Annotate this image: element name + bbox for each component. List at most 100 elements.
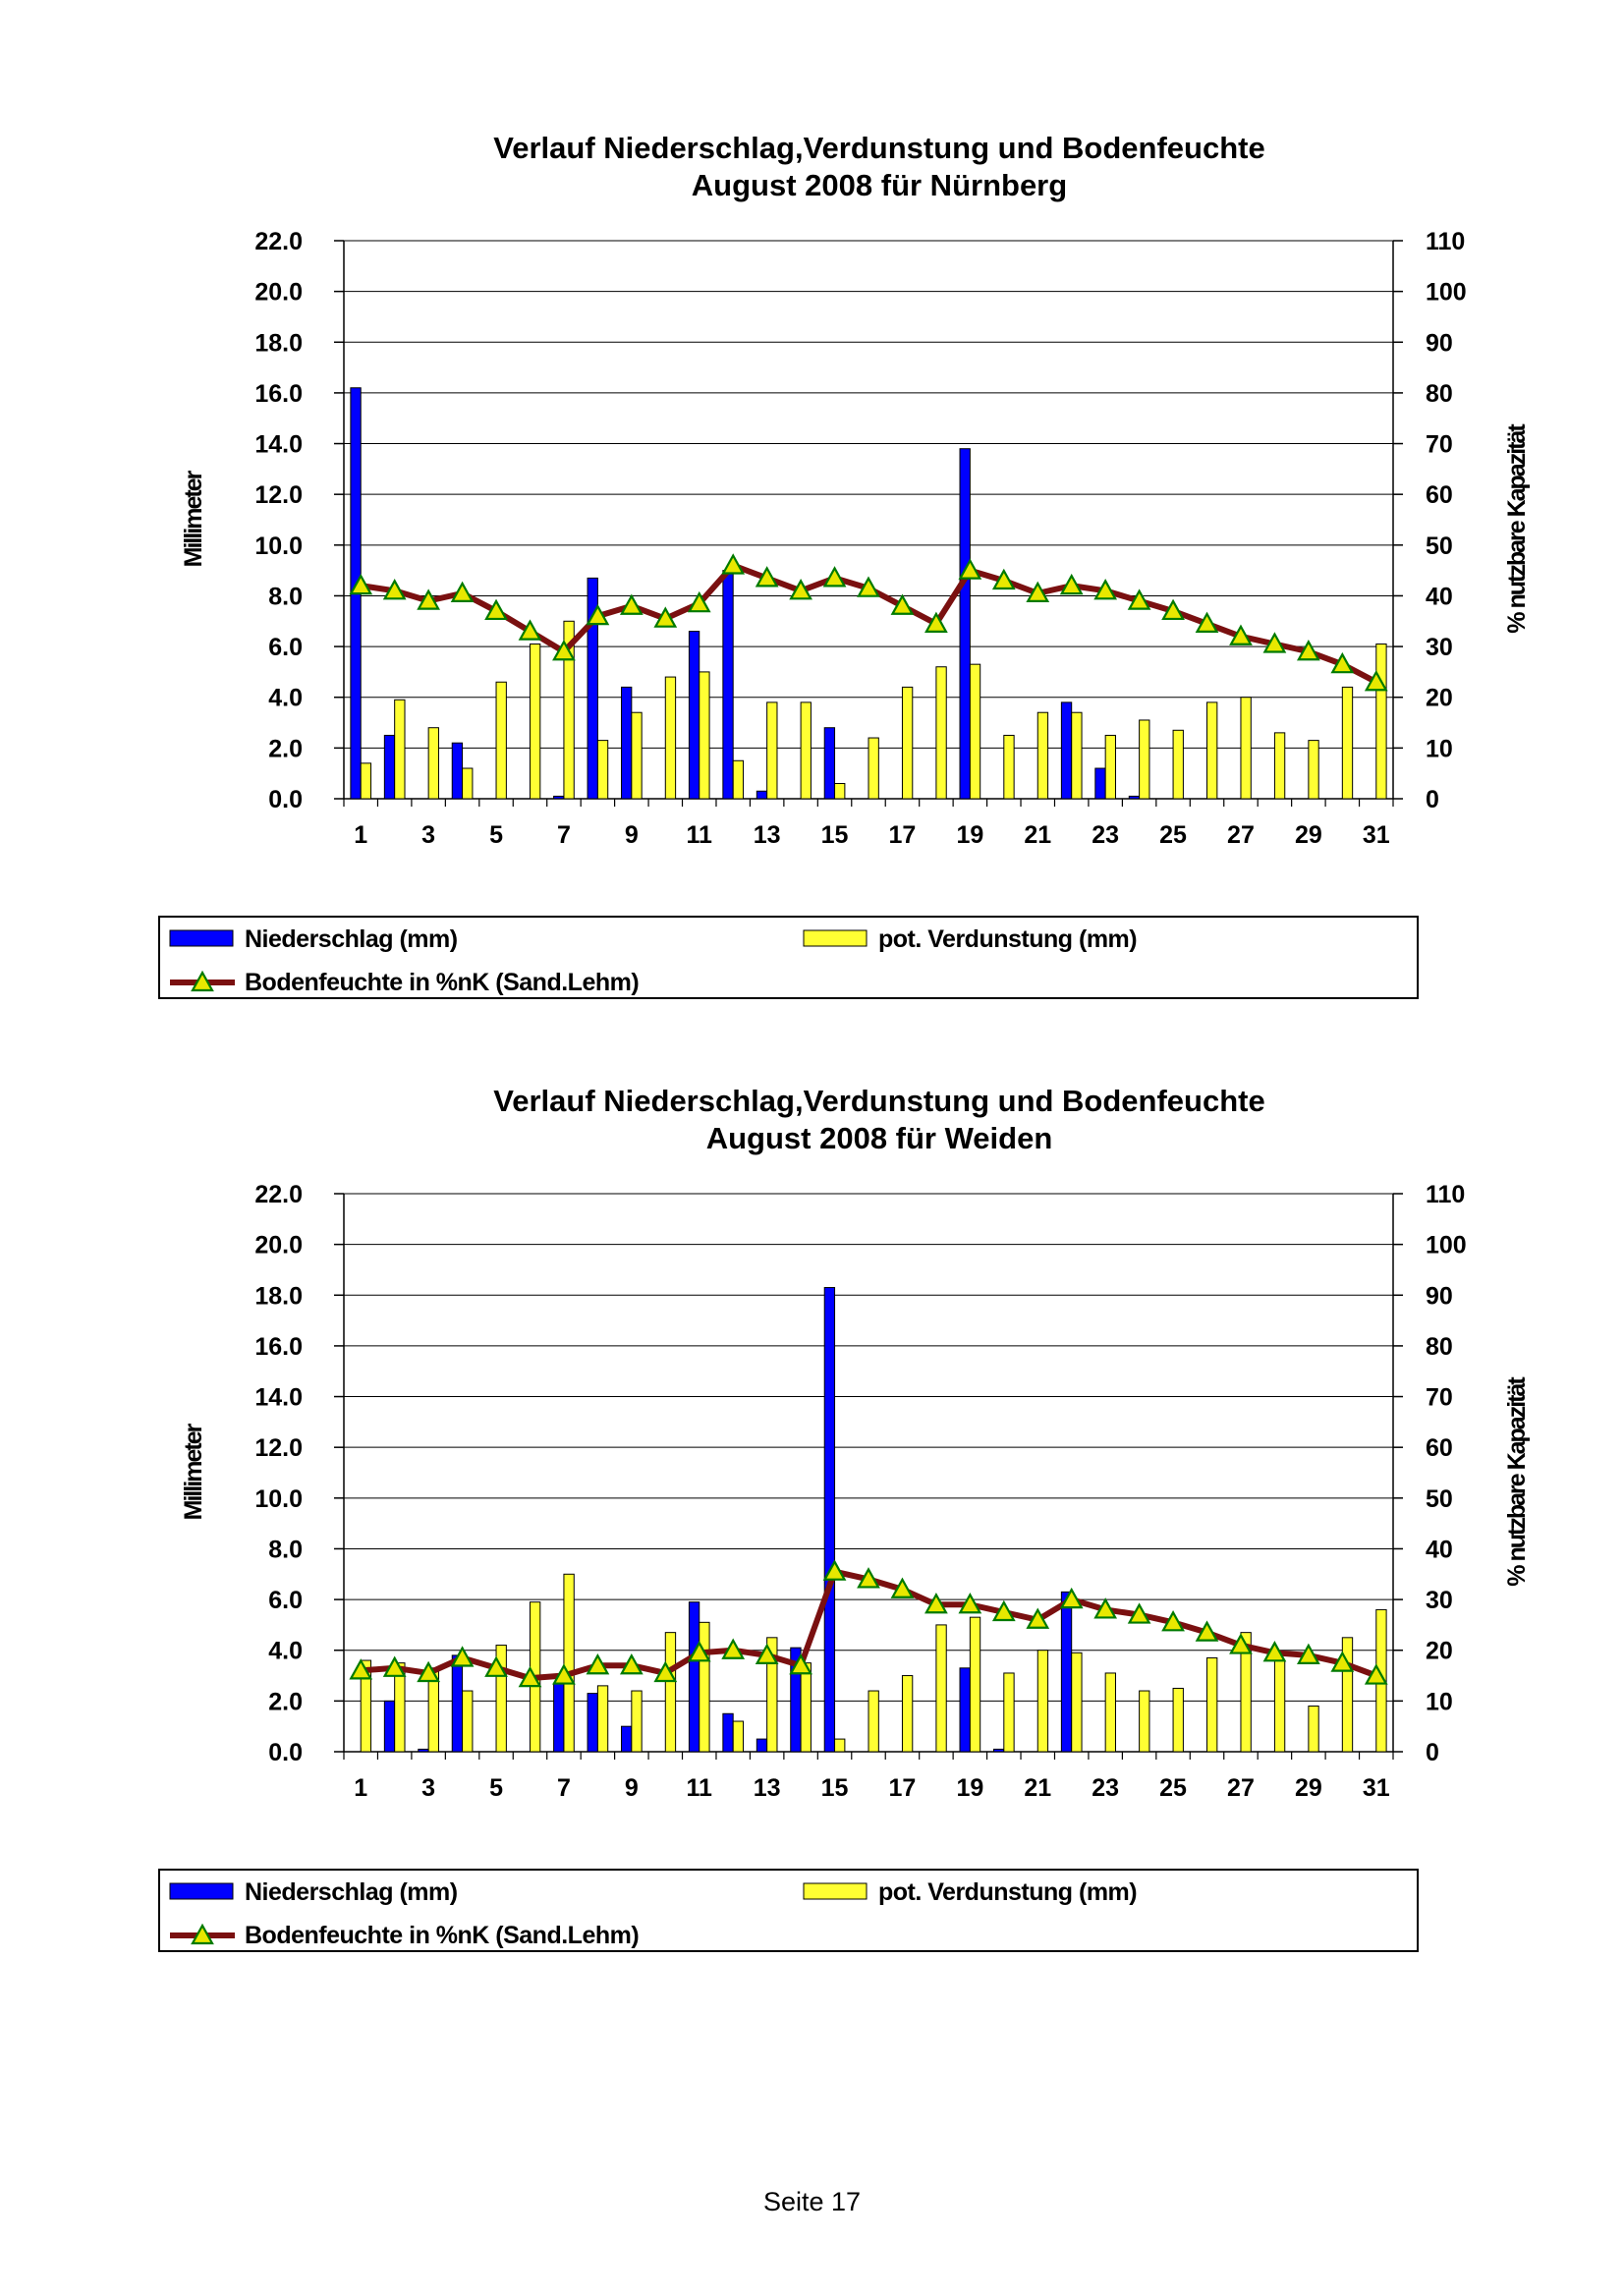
data-point-marker [1127,588,1151,610]
bar [664,1632,677,1753]
data-point-marker [1330,651,1355,674]
y2-tick-label: 50 [1426,532,1453,560]
bar [587,577,598,800]
y-tick-label: 16.0 [254,1333,303,1361]
y-tick-label: 10.0 [254,532,303,560]
data-point-marker [484,1655,508,1677]
data-point-marker [1026,1607,1050,1629]
y-tick-label: 14.0 [254,431,303,459]
data-point-marker [991,1599,1016,1622]
y-tick-label: 4.0 [268,1638,303,1665]
legend-swatch [169,1882,234,1900]
data-point-marker [822,1559,847,1581]
bar [383,1700,396,1753]
y2-tick-label: 70 [1426,1384,1453,1412]
data-point-marker [552,1663,576,1685]
x-tick-label: 7 [557,1774,571,1802]
x-tick-label: 29 [1295,1774,1322,1802]
data-point-marker [417,1660,440,1683]
bar [1240,697,1252,800]
bar [451,742,464,800]
data-point-marker [1161,1610,1185,1632]
chart-weiden: Verlauf Niederschlag,Verdunstung und Bod… [158,1084,1531,1952]
data-point-marker [619,1652,644,1675]
data-point-marker [518,619,542,641]
y-tick-label: 0.0 [268,786,303,813]
right-axis: 0 10 20 30 40 50 60 70 80 90 100 110 [1393,1181,1467,1766]
bar [1071,711,1083,800]
data-point-marker [789,579,812,600]
data-point-marker [1059,1587,1084,1609]
data-point-marker [721,553,746,575]
x-tick-label: 29 [1295,821,1322,849]
data-point-marker [552,639,576,661]
bar [722,1712,734,1753]
legend-label: Niederschlag (mm) [245,925,458,953]
y2-tick-label: 0 [1426,786,1439,813]
x-tick-label: 25 [1159,821,1187,849]
legend-marker-swatch [191,970,214,992]
bar [1036,1650,1049,1753]
bar [596,740,609,800]
legend-swatch [169,929,234,947]
x-tick-label: 15 [821,1774,849,1802]
data-point-marker [958,1592,982,1614]
bar [394,699,406,800]
bar [1273,732,1286,800]
x-tick-label: 9 [625,821,639,849]
bar [553,1682,565,1753]
bar [732,1720,745,1753]
bar [834,783,846,800]
bar [1003,734,1015,800]
y2-tick-label: 30 [1426,634,1453,661]
data-point-marker [450,581,475,602]
page-footer: Seite 17 [762,2187,862,2216]
bar [732,759,745,800]
legend: Niederschlag (mm) pot. Verdunstung (mm) Bo… [158,916,1419,999]
bar [959,448,971,800]
y2-tick-label: 110 [1426,228,1465,255]
y2-tick-label: 20 [1426,1638,1453,1665]
y-tick-label: 8.0 [268,583,303,610]
x-tick-label: 9 [625,1774,639,1802]
bar [631,1690,643,1753]
bar [901,1675,914,1753]
x-tick-label: 15 [821,821,849,849]
x-tick-label: 3 [421,1774,435,1802]
bar [868,737,879,800]
data-point-marker [417,588,440,610]
chart-title: Verlauf Niederschlag,Verdunstung und Bod… [493,131,1264,165]
data-point-marker [857,576,880,597]
data-point-marker [1026,581,1050,602]
bar [959,1667,971,1753]
x-tick-label: 3 [421,821,435,849]
legend-marker-swatch [191,1923,214,1945]
y-tick-label: 0.0 [268,1739,303,1766]
x-tick-label: 25 [1159,1774,1187,1802]
bar [1139,1690,1150,1753]
data-point-marker [1330,1651,1355,1672]
bar [495,681,507,800]
bar [596,1685,609,1753]
bar [1128,795,1141,800]
y2-tick-label: 100 [1426,1232,1467,1260]
bar [563,620,575,800]
data-point-marker [1262,1641,1287,1662]
y-tick-label: 8.0 [268,1536,303,1563]
bar [1139,719,1150,800]
bar [1341,686,1354,800]
data-point-marker [687,1641,711,1662]
x-tick-label: 1 [354,1774,367,1802]
left-axis: 0.0 2.0 4.0 6.0 8.0 10.0 12.0 14.0 16.0 18.0 20.0 2… [254,228,344,813]
bar [935,666,947,800]
x-tick-label: 31 [1363,821,1390,849]
y2-tick-label: 60 [1426,1434,1453,1462]
x-tick-label: 21 [1024,1774,1051,1802]
y-tick-label: 18.0 [254,329,303,357]
bar [462,1690,474,1753]
series-bodenfeuchte-markers [349,553,1388,692]
series-bodenfeuchte-markers [349,1559,1388,1688]
left-axis: 0.0 2.0 4.0 6.0 8.0 10.0 12.0 14.0 16.0 18.0 20.0 2… [254,1181,344,1766]
data-point-marker [822,566,847,588]
series-niederschlag-bars [383,1287,1073,1753]
